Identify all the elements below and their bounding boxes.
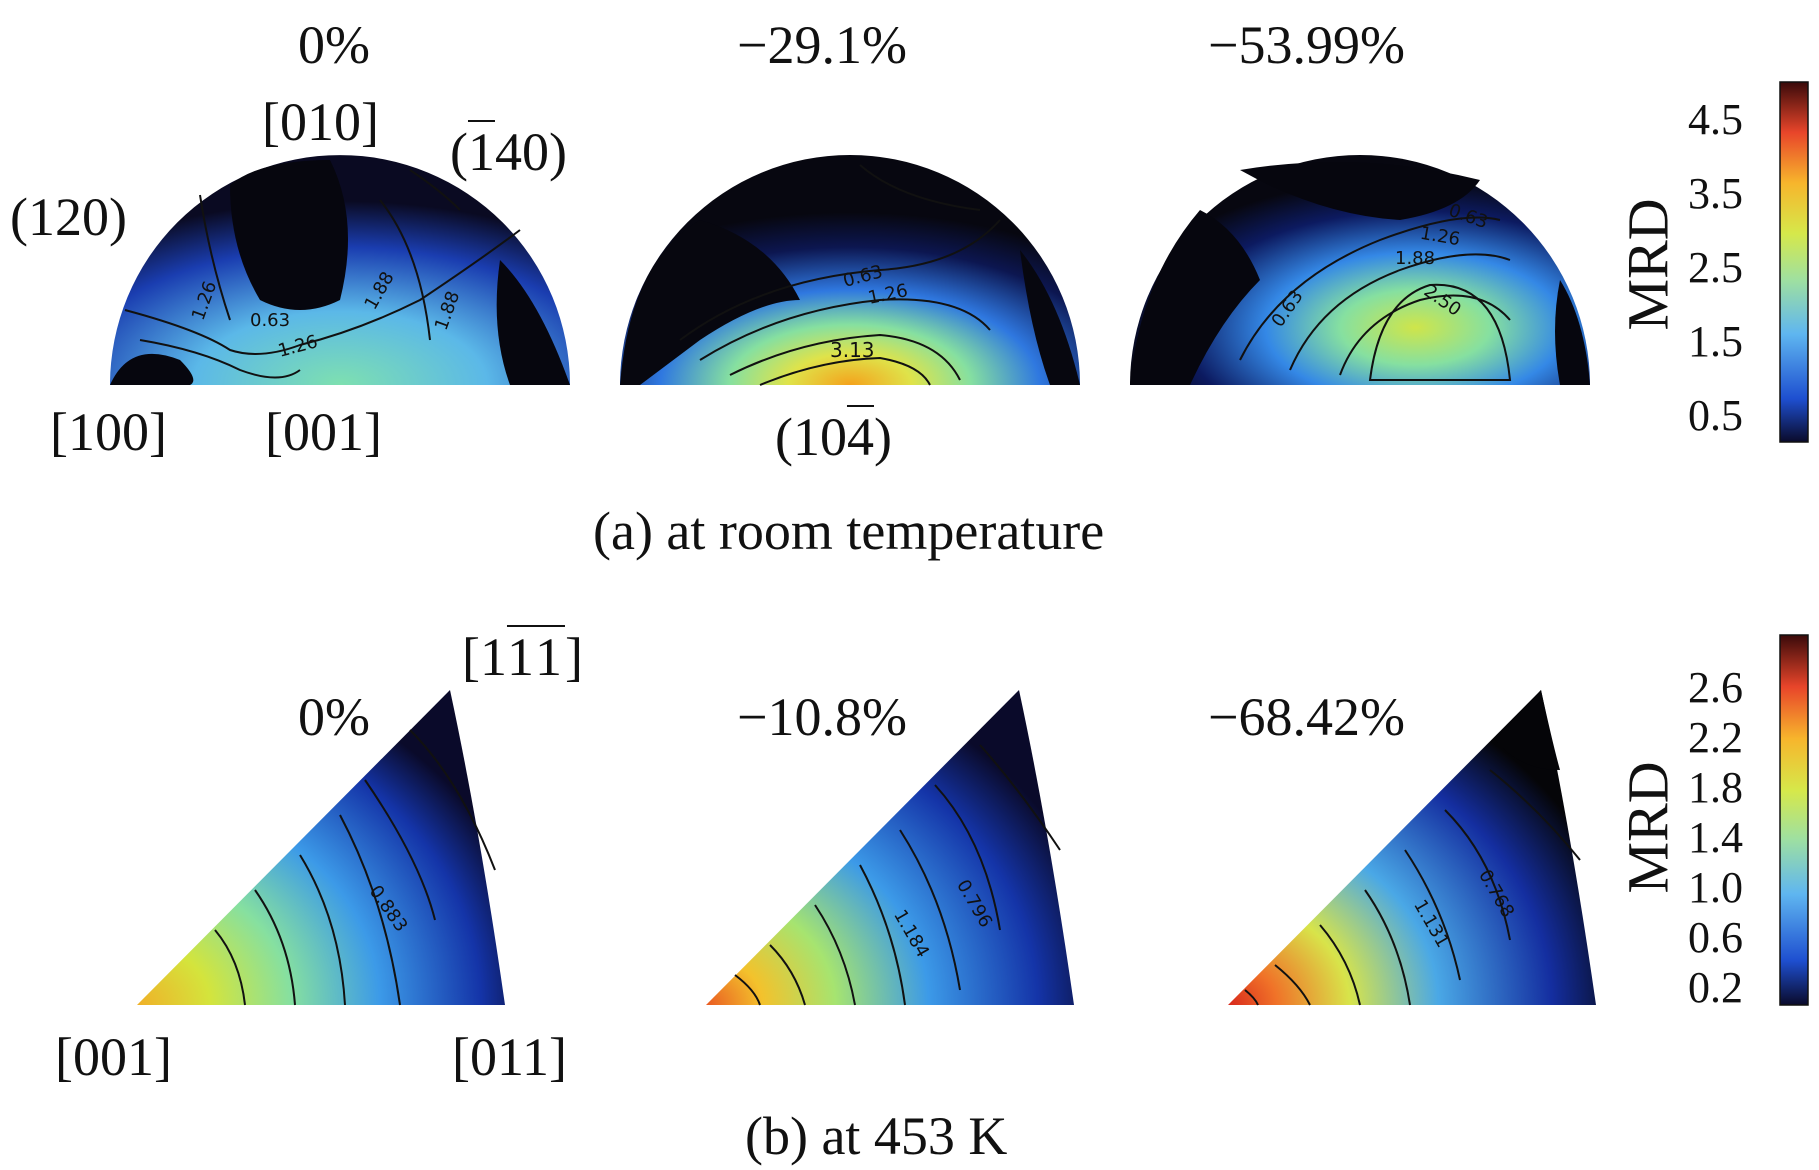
direction-011: [011]	[452, 1027, 567, 1087]
direction-010: [010]	[262, 92, 379, 152]
direction-001-b: [001]	[55, 1027, 172, 1087]
colorbar-b-tick: 1.4	[1688, 813, 1743, 862]
direction-1-bar1-bar1: [111]	[462, 627, 583, 687]
colorbar-b-title: MRD	[1615, 761, 1681, 894]
pole-figure-a3	[1130, 155, 1590, 385]
colorbar-a-title: MRD	[1615, 198, 1681, 331]
colorbar-a-tick: 0.5	[1688, 391, 1743, 440]
caption-a: (a) at room temperature	[593, 501, 1105, 561]
colorbar-a-tick: 1.5	[1688, 317, 1743, 366]
colorbar-a	[1779, 81, 1809, 443]
ipf-b2	[706, 690, 1074, 1006]
plane-120: (120)	[10, 187, 127, 247]
strain-label-a2: −29.1%	[737, 15, 907, 75]
pole-figure-a1	[110, 155, 570, 385]
plane-10-bar4: (104)	[775, 407, 892, 467]
strain-label-b2: −10.8%	[737, 687, 907, 747]
caption-b: (b) at 453 K	[745, 1106, 1008, 1166]
pole-figure-a2	[620, 155, 1080, 386]
colorbar-b-tick: 1.8	[1688, 763, 1743, 812]
colorbar-b-tick: 2.2	[1688, 713, 1743, 762]
colorbar-b-tick: 0.6	[1688, 913, 1743, 962]
contour-label: 1.88	[1395, 248, 1436, 269]
contour-label: 3.13	[830, 338, 875, 362]
strain-label-b1: 0%	[298, 687, 370, 747]
ipf-b1	[137, 690, 505, 1006]
plane-bar1-40: (140)	[450, 122, 567, 182]
colorbar-a-tick: 4.5	[1688, 95, 1743, 144]
colorbar-b	[1779, 634, 1809, 1006]
contour-label: 0.63	[250, 310, 291, 331]
direction-100: [100]	[50, 402, 167, 462]
colorbar-a-tick: 3.5	[1688, 169, 1743, 218]
colorbar-b-tick: 1.0	[1688, 863, 1743, 912]
colorbar-b-tick: 0.2	[1688, 963, 1743, 1012]
strain-label-a3: −53.99%	[1208, 15, 1405, 75]
strain-label-a1: 0%	[298, 15, 370, 75]
direction-001-a: [001]	[265, 402, 382, 462]
ipf-b3	[1228, 690, 1596, 1006]
colorbar-b-tick: 2.6	[1688, 663, 1743, 712]
strain-label-b3: −68.42%	[1208, 687, 1405, 747]
colorbar-a-tick: 2.5	[1688, 243, 1743, 292]
